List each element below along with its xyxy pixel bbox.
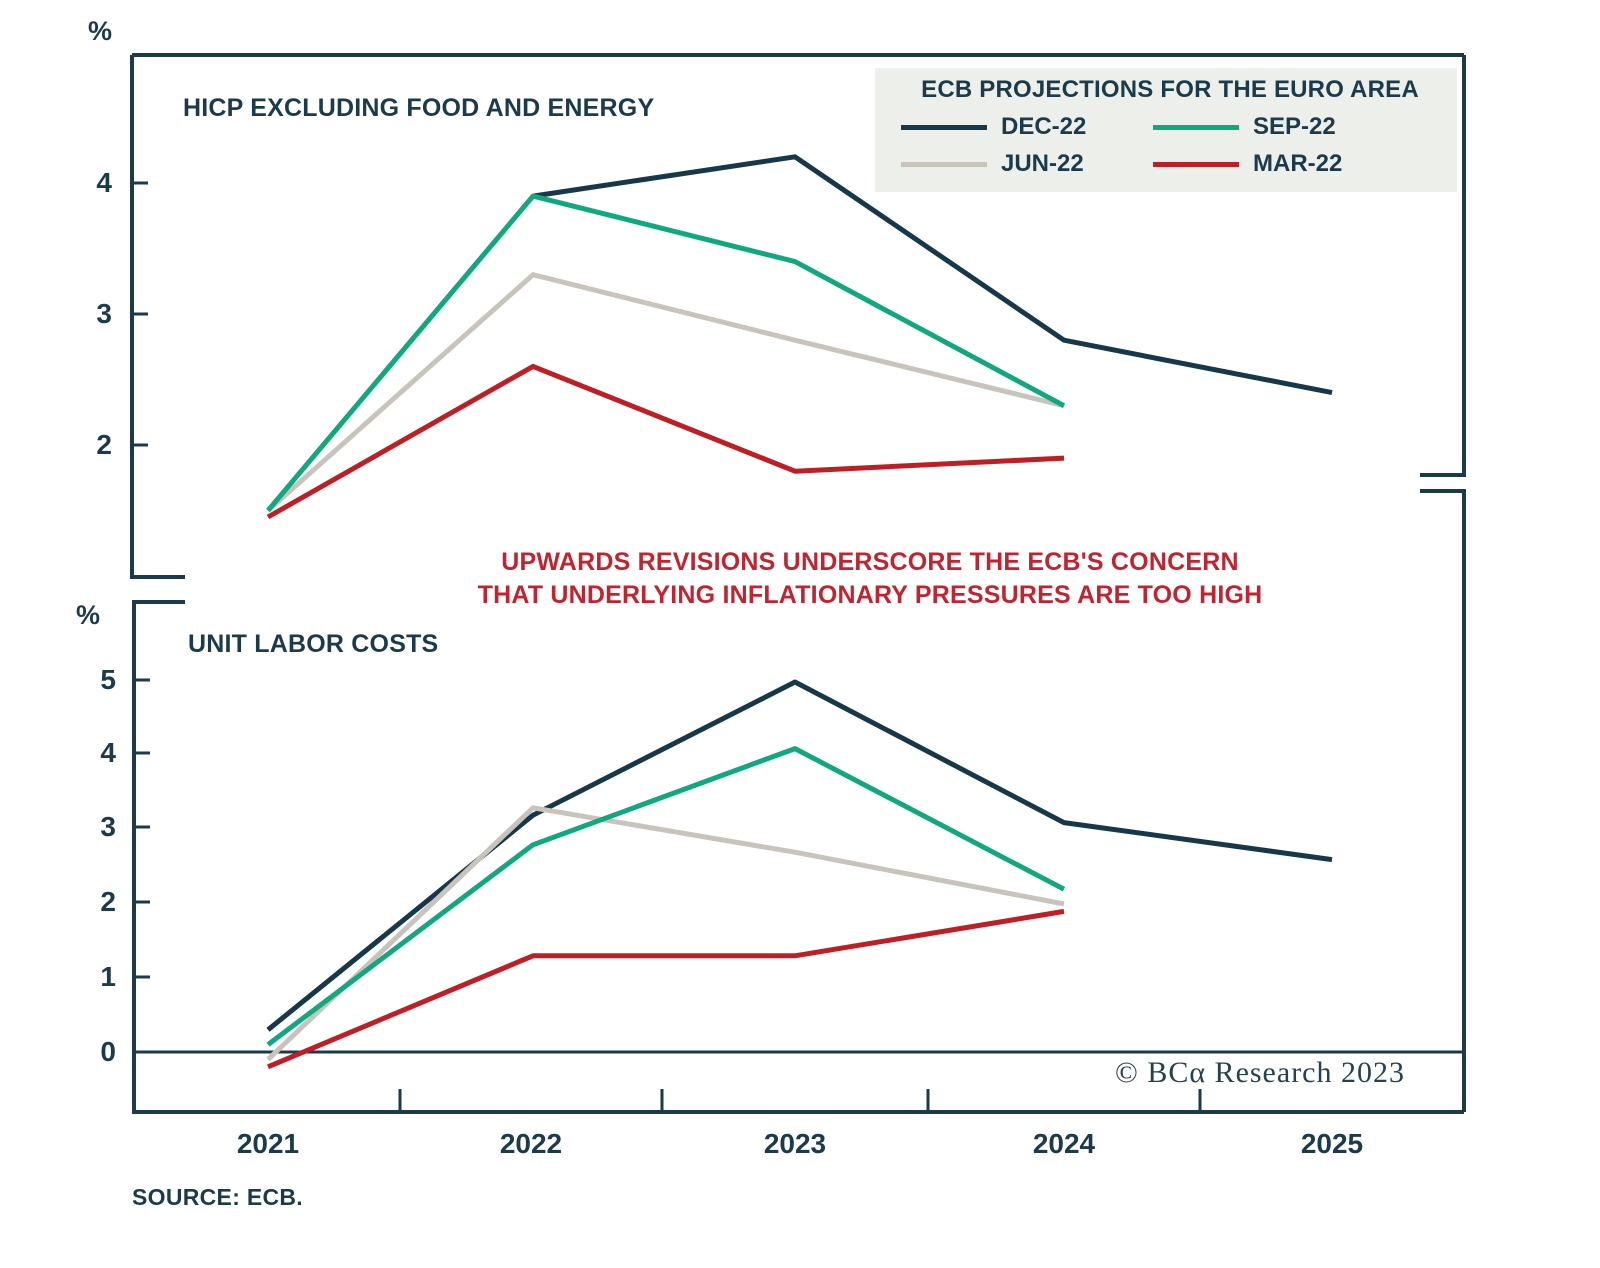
legend-item-mar-22: MAR-22	[1153, 150, 1439, 178]
top-y-tick-label-3: 3	[96, 298, 112, 329]
top-panel-left-axis	[130, 55, 185, 579]
bottom-y-axis-unit: %	[76, 600, 101, 630]
series-line-mar-22-hicp	[266, 363, 1065, 520]
series-line-jun-22-ulc	[266, 805, 1065, 1062]
legend-grid: DEC-22 SEP-22 JUN-22 MAR-22	[901, 113, 1439, 178]
annotation-text: UPWARDS REVISIONS UNDERSCORE THE ECB'S C…	[420, 546, 1320, 612]
legend-item-jun-22: JUN-22	[901, 150, 1153, 178]
bottom-y-tick-label-5: 5	[100, 664, 116, 695]
source-text: SOURCE: ECB.	[132, 1184, 304, 1210]
bottom-y-tick-label-0: 0	[100, 1036, 116, 1067]
legend-label-sep-22: SEP-22	[1253, 113, 1336, 140]
bottom-panel-right-axis	[1420, 489, 1466, 1112]
bottom-panel-y-ticks	[134, 678, 150, 979]
series-line-dec-22-hicp	[532, 154, 1333, 396]
bottom-y-tick-label-1: 1	[100, 961, 116, 992]
legend-label-dec-22: DEC-22	[1001, 113, 1087, 140]
legend-swatch-dec-22	[901, 124, 987, 130]
top-panel-frame	[130, 53, 1466, 579]
annotation-line-2: THAT UNDERLYING INFLATIONARY PRESSURES A…	[477, 581, 1263, 609]
x-label-2021: 2021	[236, 1128, 300, 1159]
legend-swatch-jun-22	[901, 161, 987, 167]
bottom-y-tick-label-2: 2	[100, 886, 116, 917]
bottom-chart-title: UNIT LABOR COSTS	[188, 630, 439, 658]
top-panel-right-axis	[1420, 55, 1466, 477]
x-axis-ticks	[398, 1089, 1202, 1112]
annotation-line-1: UPWARDS REVISIONS UNDERSCORE THE ECB'S C…	[501, 548, 1239, 576]
legend-item-sep-22: SEP-22	[1153, 113, 1439, 141]
bottom-y-tick-label-3: 3	[100, 811, 116, 842]
top-y-tick-label-4: 4	[96, 167, 112, 198]
series-line-dec-22-ulc	[266, 679, 1333, 1032]
bottom-y-tick-label-4: 4	[100, 737, 116, 768]
x-label-2023: 2023	[763, 1128, 827, 1159]
bottom-panel-frame	[132, 489, 1466, 1114]
x-label-2024: 2024	[1032, 1128, 1096, 1159]
legend-label-jun-22: JUN-22	[1001, 150, 1084, 177]
copyright-text: © BCα Research 2023	[1115, 1056, 1405, 1089]
series-line-jun-22-hicp	[266, 272, 1065, 513]
data-series-lines	[266, 154, 1333, 1070]
series-line-mar-22-ulc	[267, 908, 1065, 1070]
x-label-2025: 2025	[1300, 1128, 1364, 1159]
legend-title: ECB PROJECTIONS FOR THE EURO AREA	[921, 76, 1419, 103]
legend-label-mar-22: MAR-22	[1253, 150, 1343, 177]
top-y-axis-unit: %	[88, 16, 113, 46]
top-chart-title: HICP EXCLUDING FOOD AND ENERGY	[183, 94, 655, 122]
top-panel-y-ticks	[132, 181, 148, 447]
legend: ECB PROJECTIONS FOR THE EURO AREA DEC-22…	[875, 68, 1457, 192]
legend-item-dec-22: DEC-22	[901, 113, 1153, 141]
legend-swatch-mar-22	[1153, 161, 1239, 167]
top-y-tick-label-2: 2	[96, 429, 112, 460]
series-line-sep-22-hicp	[266, 193, 1066, 513]
bottom-panel-left-axis	[132, 600, 1464, 1114]
x-label-2022: 2022	[499, 1128, 563, 1159]
series-line-sep-22-ulc	[266, 746, 1066, 1047]
legend-swatch-sep-22	[1153, 124, 1239, 130]
